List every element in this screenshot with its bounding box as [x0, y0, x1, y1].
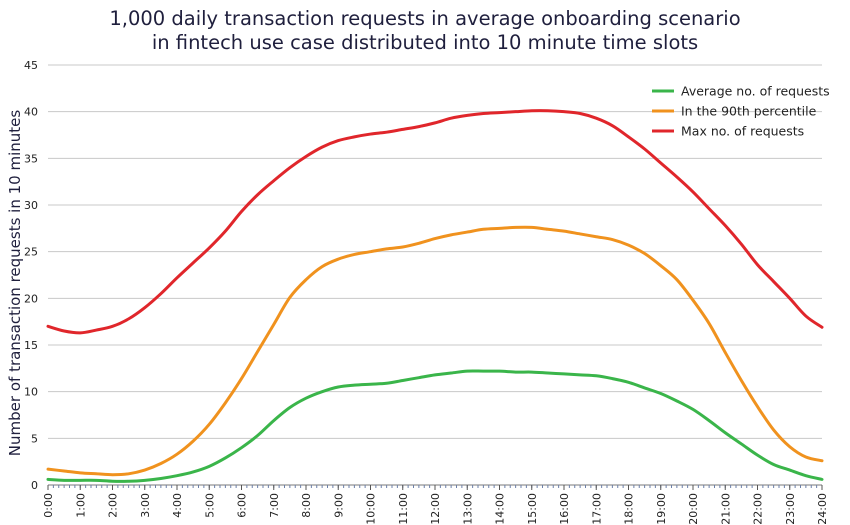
y-tick-label: 25 [24, 246, 38, 259]
y-tick-label: 30 [24, 199, 38, 212]
x-tick-label: 18:00 [623, 493, 636, 525]
x-tick-label: 0:00 [42, 493, 55, 518]
y-tick-label: 15 [24, 339, 38, 352]
y-tick-label: 5 [31, 432, 38, 445]
x-tick-label: 24:00 [816, 493, 829, 525]
x-tick-label: 21:00 [719, 493, 732, 525]
y-tick-label: 0 [31, 479, 38, 492]
y-axis-label: Number of transaction requests in 10 min… [6, 110, 24, 457]
x-tick-label: 23:00 [784, 493, 797, 525]
x-tick-label: 7:00 [268, 493, 281, 518]
series-line-max [46, 109, 824, 335]
x-tick-label: 20:00 [687, 493, 700, 525]
x-tick-label: 9:00 [332, 493, 345, 518]
x-tick-label: 13:00 [461, 493, 474, 525]
x-tick-label: 12:00 [429, 493, 442, 525]
chart-title: 1,000 daily transaction requests in aver… [109, 7, 740, 54]
chart-axes: 0 5 10 15 20 25 30 35 40 45 0:00 1:00 2:00 3:00 4:00 5:… [6, 59, 829, 525]
series-line-average [46, 369, 824, 483]
y-tick-label: 40 [24, 106, 38, 119]
chart-series [46, 109, 824, 483]
legend-item-90th-percentile: In the 90th percentile [652, 104, 817, 119]
x-tick-label: 1:00 [74, 493, 87, 518]
x-tick-label: 16:00 [558, 493, 571, 525]
legend-label: Max no. of requests [681, 124, 804, 139]
chart-gridlines [48, 64, 822, 439]
series-line-90th-percentile [46, 225, 824, 477]
y-tick-label: 10 [24, 386, 38, 399]
legend-item-average: Average no. of requests [652, 84, 830, 99]
x-tick-label: 17:00 [590, 493, 603, 525]
x-tick-label: 6:00 [236, 493, 249, 518]
x-tick-label: 15:00 [526, 493, 539, 525]
x-tick-label: 8:00 [300, 493, 313, 518]
chart-legend: Average no. of requests In the 90th perce… [652, 84, 830, 139]
legend-label: Average no. of requests [681, 84, 830, 99]
x-tick-label: 11:00 [397, 493, 410, 525]
legend-item-max: Max no. of requests [652, 124, 804, 139]
x-tick-label: 2:00 [107, 493, 120, 518]
y-tick-label: 35 [24, 152, 38, 165]
x-tick-label: 14:00 [494, 493, 507, 525]
x-tick-label: 19:00 [655, 493, 668, 525]
x-tick-label: 22:00 [752, 493, 765, 525]
x-tick-label: 5:00 [203, 493, 216, 518]
chart-title-line: 1,000 daily transaction requests in aver… [109, 7, 740, 30]
x-tick-label: 3:00 [139, 493, 152, 518]
chart-title-line: in fintech use case distributed into 10 … [152, 31, 698, 54]
y-tick-label: 45 [24, 59, 38, 72]
x-tick-label: 4:00 [171, 493, 184, 518]
x-tick-label: 10:00 [365, 493, 378, 525]
legend-label: In the 90th percentile [681, 104, 817, 119]
y-tick-label: 20 [24, 292, 38, 305]
